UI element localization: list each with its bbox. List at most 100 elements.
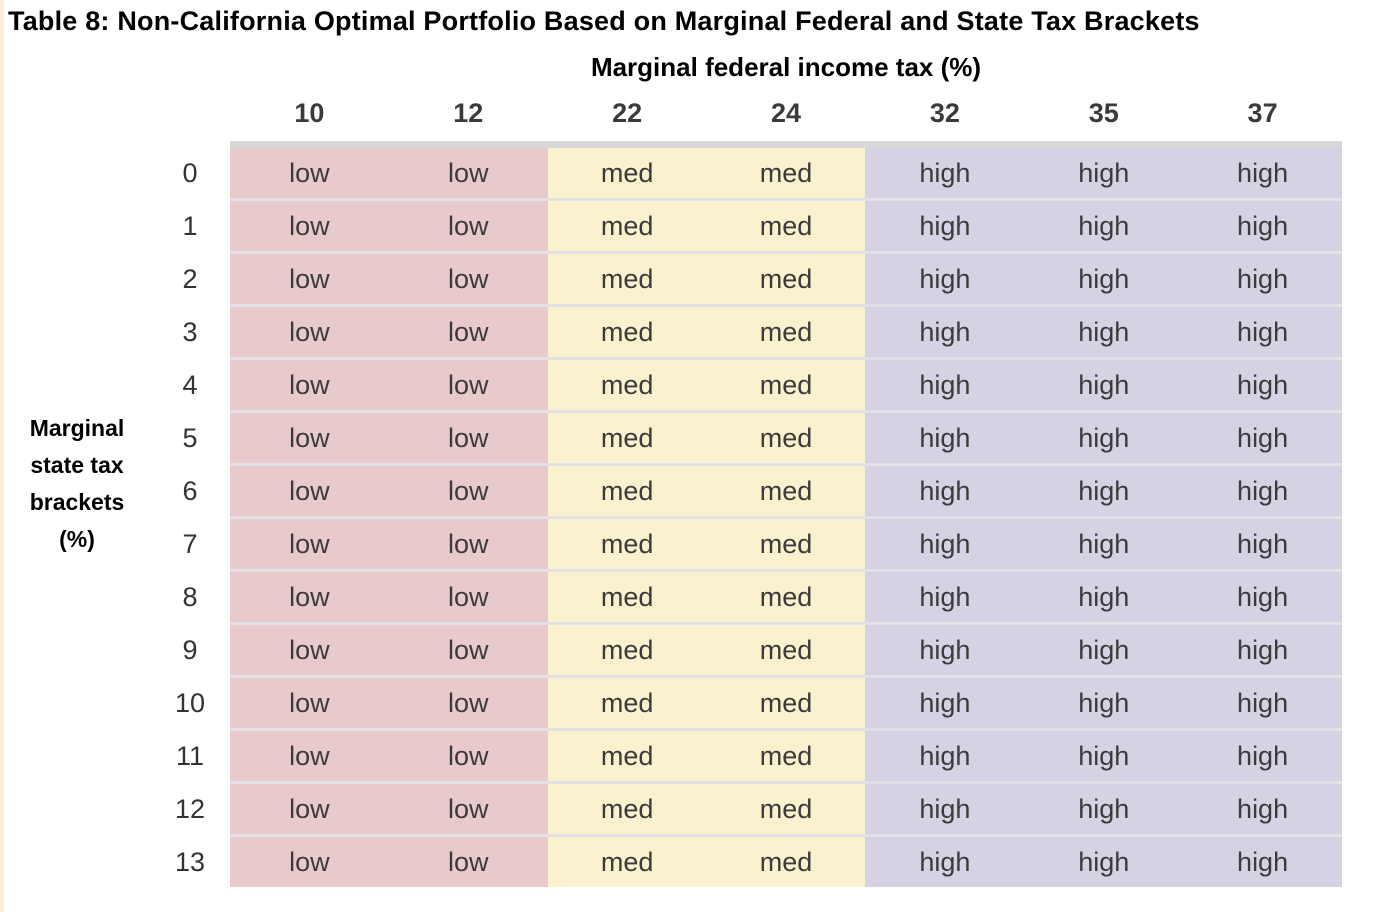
portfolio-cell: low [388,304,548,357]
portfolio-cell: high [865,834,1025,887]
row-label: 3 [182,317,198,347]
portfolio-cell: high [865,728,1025,781]
portfolio-cell: med [706,516,866,569]
portfolio-cell: high [1183,569,1342,622]
row-label: 6 [182,476,198,506]
portfolio-cell: high [865,675,1025,728]
portfolio-cell: med [547,463,707,516]
portfolio-cell: low [388,728,548,781]
table-row: 10 low low med med high high high [0,675,1342,728]
portfolio-cell: low [388,516,548,569]
portfolio-cell: high [1024,463,1184,516]
portfolio-cell: high [1183,410,1342,463]
portfolio-cell: high [1183,728,1342,781]
portfolio-cell: low [230,463,389,516]
portfolio-cell: med [547,675,707,728]
portfolio-cell: med [547,834,707,887]
row-label: 11 [175,741,205,771]
portfolio-cell: high [865,781,1025,834]
column-header: 22 [612,98,643,128]
column-header: 10 [294,98,325,128]
column-header: 24 [770,98,802,128]
portfolio-cell: med [547,622,707,675]
portfolio-cell: low [230,834,389,887]
portfolio-cell: low [230,781,389,834]
portfolio-cell: low [388,141,548,198]
portfolio-cell: high [865,463,1025,516]
table-row: 2 low low med med high high high [0,251,1342,304]
portfolio-cell: low [230,516,389,569]
portfolio-cell: low [230,357,389,410]
portfolio-cell: high [865,516,1025,569]
portfolio-cell: high [1024,728,1184,781]
row-label: 0 [182,158,198,188]
row-group-header: Marginal state tax brackets (%) [4,141,150,887]
table-row: 1 low low med med high high high [0,198,1342,251]
portfolio-cell: high [865,569,1025,622]
portfolio-cell: high [1024,304,1184,357]
portfolio-cell: high [865,304,1025,357]
portfolio-cell: low [388,781,548,834]
portfolio-cell: high [1024,198,1184,251]
table-row: 5 low low med med high high high [0,410,1342,463]
table-row: 13 low low med med high high high [0,834,1342,887]
table-row: 9 low low med med high high high [0,622,1342,675]
portfolio-cell: low [388,251,548,304]
portfolio-cell: low [388,198,548,251]
row-label: 2 [182,264,198,294]
portfolio-cell: med [706,251,866,304]
column-header: 32 [929,98,960,128]
portfolio-cell: med [706,304,866,357]
portfolio-cell: high [1024,410,1184,463]
portfolio-cell: high [1024,675,1184,728]
portfolio-cell: med [547,198,707,251]
portfolio-cell: low [230,141,389,198]
table-row: 6 low low med med high high high [0,463,1342,516]
portfolio-cell: low [388,569,548,622]
portfolio-cell: med [547,516,707,569]
table-row: 11 low low med med high high high [0,728,1342,781]
table-row: 7 low low med med high high high [0,516,1342,569]
row-label: 4 [182,370,198,400]
row-label: 8 [182,582,198,612]
portfolio-cell: med [547,357,707,410]
portfolio-cell: low [230,304,389,357]
portfolio-cell: med [706,622,866,675]
table-row: 4 low low med med high high high [0,357,1342,410]
column-header: 35 [1088,98,1119,128]
portfolio-cell: high [865,198,1025,251]
table-body: 0 low low med med high high high 1 low low med med hi… [0,141,1342,887]
portfolio-cell: high [1183,516,1342,569]
column-group-header: Marginal federal income tax (%) [590,52,982,82]
portfolio-cell: high [1024,781,1184,834]
row-group-header-line: Marginal [29,415,125,441]
row-group-header-line: (%) [59,526,95,552]
portfolio-cell: med [547,304,707,357]
portfolio-cell: low [230,198,389,251]
portfolio-cell: high [1183,781,1342,834]
portfolio-cell: med [706,198,866,251]
row-label: 12 [174,794,206,824]
row-label: 9 [182,635,198,665]
portfolio-cell: low [230,675,389,728]
table-row: 12 low low med med high high high [0,781,1342,834]
portfolio-cell: med [706,728,866,781]
row-label: 7 [182,529,198,559]
portfolio-cell: med [547,781,707,834]
portfolio-cell: med [547,728,707,781]
column-header: 37 [1247,98,1278,128]
portfolio-cell: med [547,141,707,198]
portfolio-cell: med [547,569,707,622]
portfolio-cell: high [1183,141,1342,198]
portfolio-cell: med [706,410,866,463]
portfolio-cell: med [547,251,707,304]
portfolio-cell: high [1183,675,1342,728]
table-caption: Table 8: Non-California Optimal Portfoli… [8,6,1200,36]
table-row: 0 low low med med high high high [0,141,1342,198]
row-group-header-line: state tax [30,452,124,478]
portfolio-cell: high [1024,622,1184,675]
portfolio-cell: high [1024,141,1184,198]
row-label: 13 [174,847,206,877]
table-row: 3 low low med med high high high [0,304,1342,357]
portfolio-cell: high [865,141,1025,198]
